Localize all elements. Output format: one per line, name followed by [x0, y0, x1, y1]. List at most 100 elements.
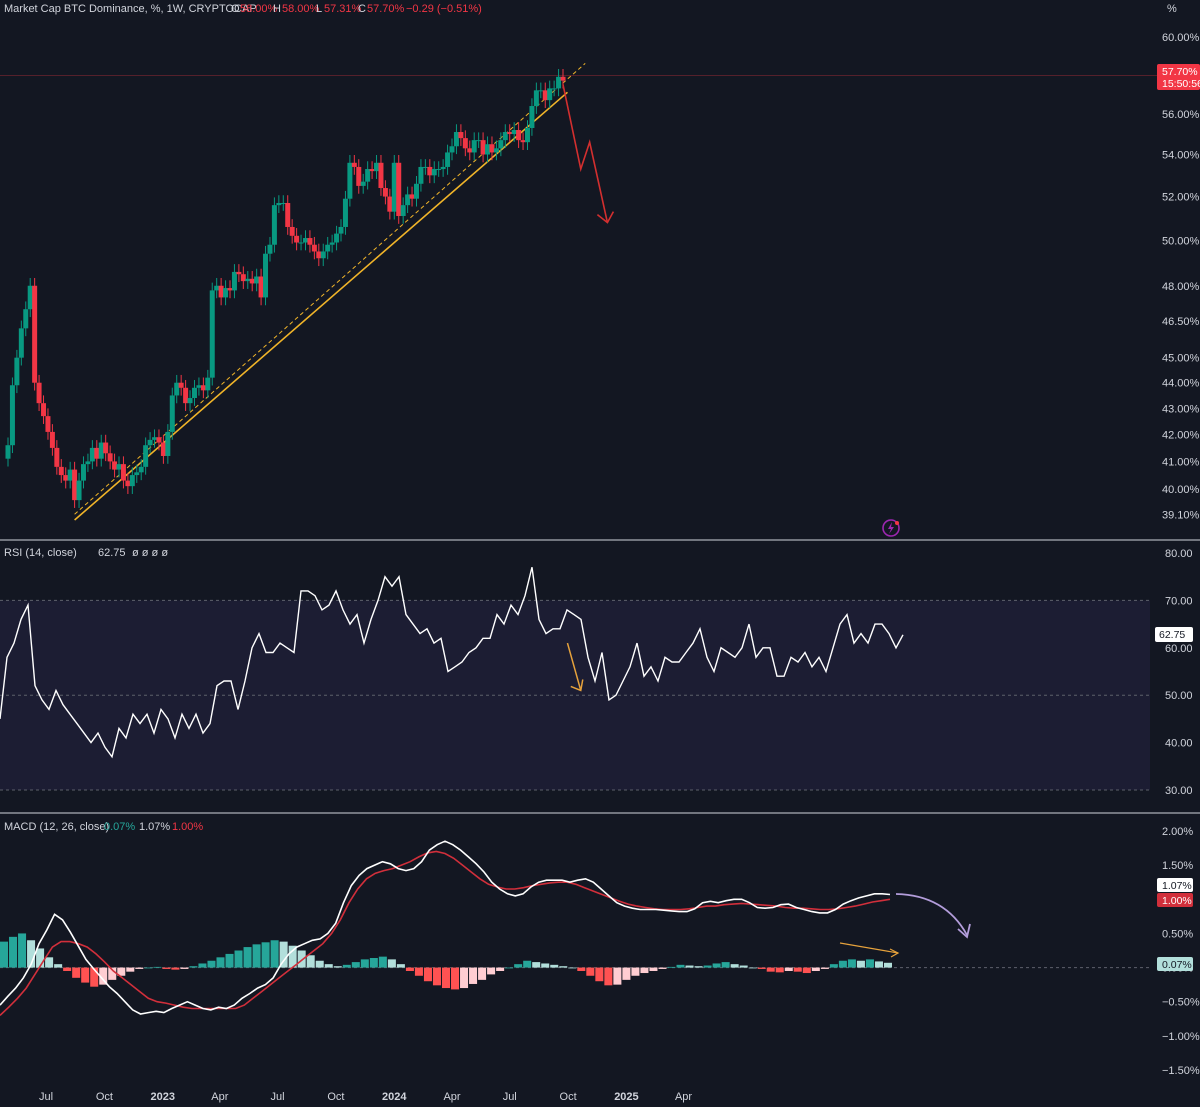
macd-tick-label: 1.50% [1162, 860, 1193, 872]
time-tick-label: Apr [211, 1091, 228, 1103]
candle-body [476, 140, 482, 142]
rsi-pane[interactable] [0, 599, 1150, 791]
histogram-bar [640, 967, 649, 974]
candle-body [382, 188, 388, 197]
histogram-bar [883, 962, 892, 968]
rsi-tick-label: 80.00 [1165, 548, 1193, 560]
candle-body [516, 130, 522, 141]
histogram-bar [234, 950, 243, 968]
candle-body [152, 437, 158, 440]
histogram-bar [432, 967, 441, 986]
histogram-bar [631, 967, 640, 976]
time-tick-label: Oct [327, 1091, 344, 1103]
candle-body [538, 90, 544, 92]
price-tick-label: 42.00% [1162, 430, 1200, 442]
candle-body [431, 169, 437, 176]
histogram-bar [99, 967, 108, 985]
candle-body [325, 244, 331, 252]
candle-body [240, 274, 246, 282]
candle-body [445, 152, 451, 167]
candle-body [178, 382, 184, 388]
candle-body [360, 181, 366, 186]
macd-value-tag: 1.07% [1157, 878, 1193, 892]
candle-body [165, 431, 171, 456]
high-value: 58.00% [282, 3, 320, 15]
projection-arrow-price [562, 84, 615, 224]
histogram-bar [171, 967, 180, 970]
candle-body [440, 166, 446, 170]
candle-body [200, 385, 206, 391]
histogram-bar [423, 967, 432, 982]
rsi-axis[interactable]: 80.00 70.00 60.00 50.00 40.00 30.00 [1165, 548, 1193, 797]
histogram-bar [766, 967, 775, 972]
candle-body [80, 464, 86, 481]
candle-body [156, 437, 162, 443]
candle-body [107, 453, 113, 462]
rsi-legend-value: 62.75 [98, 547, 126, 559]
candle-body [413, 183, 419, 199]
scale-unit-label[interactable]: % [1167, 3, 1177, 15]
candle-body [409, 194, 415, 199]
candle-body [498, 140, 504, 149]
histogram-bar [568, 967, 577, 969]
open-label: O [231, 3, 240, 15]
candle-body [183, 387, 189, 404]
histogram-bar [414, 967, 423, 976]
change-value: −0.29 (−0.51%) [406, 3, 482, 15]
candle-body [551, 88, 557, 90]
candle-body [14, 357, 20, 386]
histogram-bar [739, 965, 748, 968]
signal-tag-value: 1.00% [1162, 895, 1192, 907]
histogram-bar [820, 967, 829, 969]
lightning-icon[interactable] [882, 519, 900, 537]
candle-body [351, 162, 357, 167]
rsi-line [0, 567, 904, 759]
candle-body [427, 166, 433, 176]
macd-legend-hist: 0.07% [104, 821, 135, 833]
time-axis[interactable]: Jul Oct 2023 Apr Jul Oct 2024 Apr Jul Oct 2025 Apr [39, 1091, 692, 1103]
candle-body [405, 194, 411, 206]
candle-body [160, 442, 166, 456]
histogram-bar [667, 966, 676, 968]
histogram-bar [856, 960, 865, 968]
histogram-bar [514, 964, 523, 968]
candle-body [254, 276, 260, 284]
low-label: L [316, 3, 322, 15]
price-tick-label: 43.00% [1162, 403, 1200, 415]
price-tick-label: 40.00% [1162, 484, 1200, 496]
candle-body [125, 480, 131, 487]
rsi-legend-flags: ø ø ø ø [132, 547, 168, 559]
histogram-bar [802, 967, 811, 974]
histogram-bar [829, 964, 838, 968]
candle-body [436, 169, 442, 171]
candle-body [267, 244, 273, 254]
candle-body [298, 242, 304, 244]
hist-tag-value: 0.07% [1162, 959, 1192, 971]
arrow-head [596, 211, 615, 224]
histogram-bar [261, 942, 270, 968]
last-price-value: 57.70% [1162, 66, 1198, 78]
time-tick-label: Apr [443, 1091, 460, 1103]
rsi-tick-label: 70.00 [1165, 595, 1193, 607]
histogram-projection-line [839, 942, 899, 954]
rsi-tick-label: 50.00 [1165, 690, 1193, 702]
candle-body [502, 132, 508, 141]
macd-legend-name: MACD (12, 26, close) [4, 821, 109, 833]
rsi-legend-name: RSI (14, close) [4, 547, 77, 559]
histogram-bar [198, 963, 207, 968]
macd-tick-label: 2.00% [1162, 826, 1193, 838]
candle-body [485, 144, 491, 155]
histogram-bar [243, 947, 252, 968]
histogram-bar [793, 967, 802, 972]
candle-body [396, 162, 402, 217]
candle-body [116, 464, 122, 470]
candle-body [511, 130, 517, 135]
histogram-bar [144, 967, 153, 969]
candle-body [338, 226, 344, 234]
price-tick-label: 52.00% [1162, 192, 1200, 204]
candle-body [365, 169, 371, 182]
candle-body [94, 447, 100, 459]
candle-body [334, 233, 340, 243]
